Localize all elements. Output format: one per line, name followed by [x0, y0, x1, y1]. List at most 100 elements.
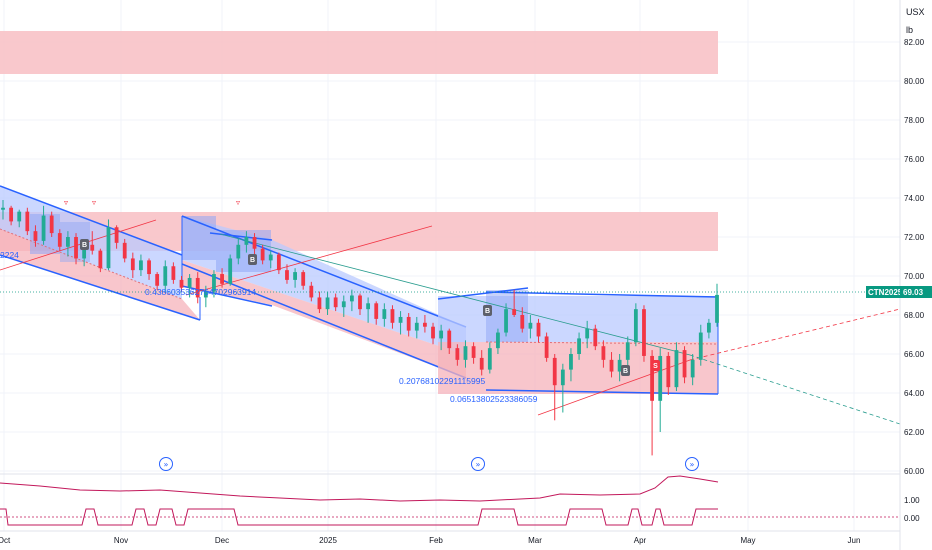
candle: [633, 303, 638, 347]
candle: [252, 233, 257, 255]
currency-label: USX: [906, 7, 925, 17]
candle: [325, 291, 330, 315]
candle: [163, 260, 168, 292]
candle: [593, 324, 598, 351]
candle: [374, 301, 379, 325]
svg-text:B: B: [250, 257, 255, 264]
candle: [512, 289, 517, 317]
event-icon-dec: »: [159, 457, 173, 471]
buy-signal-marker-4: B: [621, 365, 630, 376]
candle: [41, 205, 46, 245]
candle: [682, 346, 687, 384]
candle: [414, 316, 419, 339]
candle: [382, 303, 387, 327]
candle: [155, 272, 160, 290]
teal-trend-line: [219, 233, 691, 356]
candle: [366, 297, 371, 323]
candle: [106, 219, 111, 271]
candle: [33, 225, 38, 247]
channel-annotation-left: 2224: [0, 250, 19, 260]
candle: [690, 354, 695, 386]
buy-signal-marker-3: B: [483, 305, 492, 316]
candle: [147, 258, 151, 280]
candle: [601, 340, 606, 368]
svg-text:»: »: [164, 460, 169, 469]
candle: [212, 270, 216, 298]
candle: [1, 199, 5, 220]
teal-trend-line-extension: [689, 354, 901, 425]
time-tick-label: Nov: [114, 536, 128, 545]
signal-pulse-line: [0, 508, 718, 526]
candle: [455, 344, 460, 366]
signal-markers: B B B S B ▿ ▿ ▿: [64, 198, 660, 376]
candle: [171, 262, 176, 284]
svg-text:CTN2025: CTN2025: [868, 288, 903, 297]
svg-text:»: »: [476, 460, 481, 469]
candle: [585, 320, 590, 349]
candle: [179, 276, 184, 292]
price-tick-label: 76.00: [904, 155, 925, 164]
candle: [309, 281, 314, 302]
candle: [706, 318, 711, 339]
time-tick-label: Oct: [0, 536, 11, 545]
candle: [520, 307, 525, 333]
candle: [90, 231, 95, 255]
candle: [528, 315, 533, 339]
svg-text:»: »: [690, 460, 695, 469]
candle: [293, 268, 297, 288]
candle: [577, 332, 581, 360]
time-tick-label: 2025: [319, 536, 337, 545]
price-tick-label: 66.00: [904, 350, 925, 359]
event-icons[interactable]: » » »: [159, 457, 699, 471]
candle: [276, 252, 281, 275]
time-axis-ticks: Oct Nov Dec 2025 Feb Mar Apr May Jun: [0, 536, 860, 545]
indicator-line: [0, 475, 719, 502]
candle: [544, 332, 549, 362]
candle: [504, 303, 508, 337]
candle: [536, 318, 541, 343]
candle: [479, 350, 484, 376]
price-axis[interactable]: [900, 0, 932, 550]
candle: [122, 238, 127, 263]
time-tick-label: Jun: [848, 536, 861, 545]
candle: [285, 264, 289, 284]
descending-channel-2: [181, 215, 467, 379]
candle: [658, 348, 663, 432]
candle: [57, 229, 62, 251]
candle: [560, 363, 565, 413]
buy-signal-marker-1: B: [80, 239, 89, 250]
candle: [642, 305, 646, 362]
price-tick-label: 68.00: [904, 311, 925, 320]
unit-label: lb: [906, 25, 913, 35]
candle: [17, 209, 22, 228]
candle: [552, 354, 557, 421]
down-arrow-marker-1: ▿: [64, 198, 68, 207]
candle: [398, 311, 403, 335]
candle: [406, 313, 411, 337]
candle: [496, 328, 500, 354]
time-tick-label: Apr: [634, 536, 647, 545]
candle: [715, 283, 719, 327]
svg-text:B: B: [623, 368, 628, 375]
candle: [228, 254, 233, 286]
price-tick-label: 60.00: [904, 467, 925, 476]
price-tick-label: 64.00: [904, 389, 925, 398]
candle: [260, 244, 265, 265]
candle: [423, 315, 427, 333]
candle: [220, 268, 224, 288]
svg-text:S: S: [653, 363, 658, 370]
candle: [698, 324, 703, 366]
event-icon-apr: »: [685, 457, 699, 471]
price-tick-label: 70.00: [904, 272, 925, 281]
candle: [487, 342, 492, 374]
time-tick-label: Mar: [528, 536, 542, 545]
candle: [431, 322, 435, 345]
candle: [130, 252, 135, 278]
candle: [187, 274, 192, 298]
time-tick-label: Feb: [429, 536, 443, 545]
candle: [244, 231, 249, 253]
candle: [447, 328, 452, 354]
candle: [195, 272, 200, 304]
candle: [49, 211, 54, 237]
